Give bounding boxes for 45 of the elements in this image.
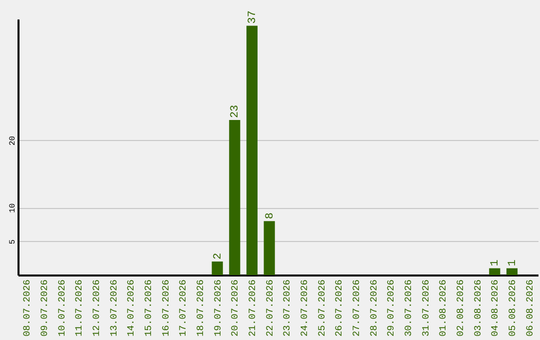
data-label: 1	[507, 259, 519, 266]
x-tick-label: 09.07.2026	[39, 279, 50, 337]
data-label: 23	[230, 104, 242, 118]
x-tick-label: 26.07.2026	[334, 279, 345, 337]
x-tick-label: 29.07.2026	[386, 279, 397, 337]
x-tick-label: 04.08.2026	[490, 279, 501, 337]
x-tick-label: 01.08.2026	[438, 279, 449, 337]
data-label: 2	[212, 252, 224, 260]
x-tick-label: 17.07.2026	[178, 279, 189, 337]
y-tick-label: 5	[8, 239, 18, 244]
bar	[489, 268, 500, 275]
x-tick-label: 15.07.2026	[143, 279, 154, 337]
x-tick-label: 30.07.2026	[403, 279, 414, 337]
x-tick-label: 10.07.2026	[56, 279, 68, 337]
data-label: 37	[247, 10, 259, 24]
x-tick-label: 12.07.2026	[91, 279, 102, 337]
x-tick-label: 22.07.2026	[264, 279, 276, 337]
x-tick-label: 03.08.2026	[472, 279, 484, 337]
y-tick-label: 20	[8, 136, 18, 146]
x-tick-label: 13.07.2026	[108, 279, 120, 337]
y-tick-label: 10	[8, 203, 18, 213]
data-label: 1	[490, 259, 502, 266]
x-tick-label: 19.07.2026	[212, 279, 224, 337]
x-tick-label: 31.07.2026	[420, 279, 432, 337]
bar	[246, 26, 258, 275]
x-tick-label: 21.07.2026	[247, 279, 258, 337]
x-tick-label: 28.07.2026	[368, 279, 380, 337]
x-tick-label: 18.07.2026	[195, 279, 206, 337]
x-tick-label: 06.08.2026	[524, 279, 536, 337]
x-tick-label: 25.07.2026	[316, 279, 328, 337]
data-label: 8	[264, 212, 276, 220]
bar	[212, 262, 223, 275]
x-tick-label: 05.08.2026	[507, 279, 518, 337]
x-tick-label: 14.07.2026	[126, 279, 137, 337]
x-tick-label: 11.07.2026	[74, 279, 85, 337]
x-tick-label: 23.07.2026	[282, 279, 293, 337]
x-tick-label: 27.07.2026	[351, 279, 362, 337]
x-tick-label: 24.07.2026	[299, 279, 310, 337]
x-tick-label: 20.07.2026	[230, 279, 241, 337]
x-tick-label: 16.07.2026	[160, 279, 172, 337]
bar	[506, 268, 518, 275]
x-tick-label: 02.08.2026	[455, 279, 466, 337]
x-tick-label: 08.07.2026	[22, 279, 33, 337]
bar	[229, 120, 240, 275]
bar	[264, 221, 275, 275]
